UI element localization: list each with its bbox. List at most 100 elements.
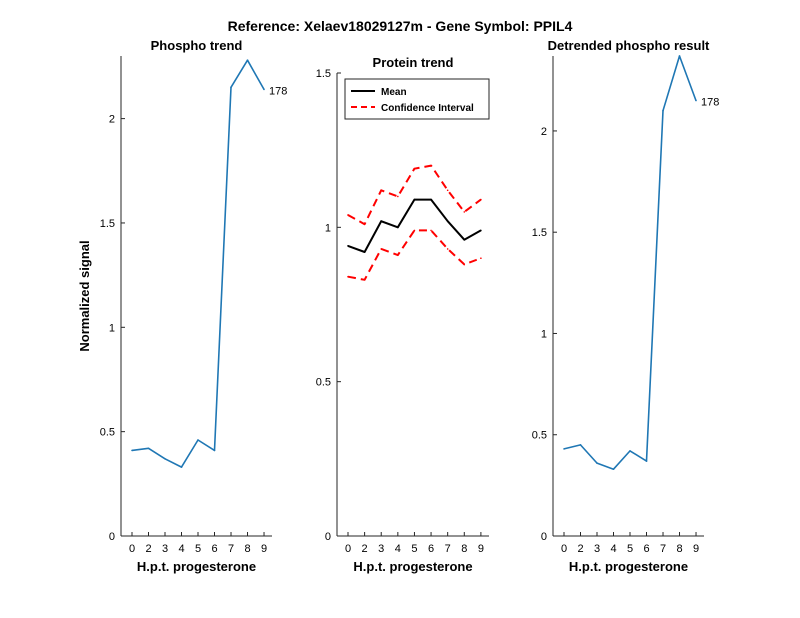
x-tick-label: 0 bbox=[129, 543, 135, 555]
legend-label: Confidence Interval bbox=[381, 103, 474, 114]
x-tick-label: 9 bbox=[693, 543, 699, 555]
x-tick-label: 6 bbox=[643, 543, 649, 555]
data-point bbox=[612, 468, 615, 470]
x-tick-label: 3 bbox=[162, 543, 168, 555]
panel-title: Protein trend bbox=[373, 55, 454, 70]
y-tick-label: 2 bbox=[541, 126, 547, 138]
y-tick-label: 1.5 bbox=[100, 218, 115, 230]
data-point bbox=[363, 251, 366, 253]
end-data-label: 178 bbox=[269, 85, 287, 97]
data-point bbox=[480, 229, 482, 232]
y-tick-label: 0.5 bbox=[532, 430, 547, 442]
data-point bbox=[347, 214, 349, 216]
x-tick-label: 7 bbox=[445, 543, 451, 555]
x-tick-label: 2 bbox=[145, 543, 151, 555]
data-point bbox=[397, 254, 399, 256]
series-line-1 bbox=[131, 59, 265, 468]
data-point bbox=[446, 220, 449, 222]
data-point bbox=[563, 448, 565, 450]
data-point bbox=[596, 462, 598, 464]
x-axis-label: H.p.t. progesterone bbox=[353, 559, 472, 574]
x-tick-label: 6 bbox=[211, 543, 217, 555]
data-point bbox=[463, 211, 466, 213]
data-point bbox=[480, 257, 482, 260]
data-point bbox=[230, 86, 232, 89]
data-point bbox=[629, 450, 631, 452]
series-line-3 bbox=[347, 229, 482, 281]
data-point bbox=[645, 460, 648, 462]
y-axis-label: Normalized signal bbox=[77, 240, 92, 351]
data-point bbox=[430, 198, 432, 201]
data-point bbox=[347, 275, 349, 278]
data-point bbox=[147, 447, 150, 450]
y-tick-label: 0.5 bbox=[100, 427, 115, 439]
x-axis-label: H.p.t. progesterone bbox=[569, 559, 688, 574]
data-point bbox=[662, 109, 664, 112]
x-tick-label: 4 bbox=[610, 543, 616, 555]
legend-box bbox=[344, 78, 490, 120]
x-tick-label: 0 bbox=[345, 543, 351, 555]
y-tick-label: 0.5 bbox=[316, 377, 331, 389]
x-tick-label: 5 bbox=[195, 543, 201, 555]
legend-label: Mean bbox=[381, 87, 407, 98]
x-tick-label: 0 bbox=[561, 543, 567, 555]
x-tick-label: 6 bbox=[428, 543, 434, 555]
data-point bbox=[480, 198, 482, 201]
x-tick-label: 4 bbox=[395, 543, 401, 555]
data-point bbox=[363, 223, 366, 226]
data-point bbox=[246, 59, 249, 61]
x-tick-label: 2 bbox=[577, 543, 583, 555]
y-tick-label: 1 bbox=[109, 322, 115, 334]
data-point bbox=[463, 238, 466, 241]
x-tick-label: 7 bbox=[660, 543, 666, 555]
data-point bbox=[263, 88, 265, 91]
x-tick-label: 9 bbox=[261, 543, 267, 555]
data-point bbox=[463, 263, 466, 266]
y-tick-label: 0 bbox=[541, 531, 547, 543]
y-tick-label: 2 bbox=[109, 114, 115, 126]
data-point bbox=[430, 164, 432, 167]
data-point bbox=[380, 189, 383, 192]
data-point bbox=[695, 99, 697, 102]
data-point bbox=[213, 449, 216, 452]
data-point bbox=[446, 248, 449, 250]
data-point bbox=[397, 195, 399, 198]
y-tick-label: 1.5 bbox=[316, 68, 331, 80]
data-point bbox=[397, 226, 399, 229]
data-point bbox=[180, 466, 183, 468]
y-tick-label: 1 bbox=[541, 328, 547, 340]
data-point bbox=[164, 457, 166, 460]
x-tick-label: 5 bbox=[411, 543, 417, 555]
data-point bbox=[380, 248, 383, 250]
panel-title: Phospho trend bbox=[151, 38, 243, 53]
x-tick-label: 3 bbox=[378, 543, 384, 555]
data-point bbox=[131, 449, 133, 452]
series-line-2 bbox=[347, 164, 482, 226]
data-point bbox=[363, 279, 366, 281]
series-line-1 bbox=[563, 55, 697, 471]
x-tick-label: 2 bbox=[362, 543, 368, 555]
legend: Mean Confidence Interval bbox=[344, 78, 490, 120]
y-tick-label: 0 bbox=[109, 531, 115, 543]
x-tick-label: 3 bbox=[594, 543, 600, 555]
data-point bbox=[579, 444, 582, 446]
data-point bbox=[347, 245, 349, 247]
x-axis-label: H.p.t. progesterone bbox=[137, 559, 256, 574]
x-tick-label: 5 bbox=[627, 543, 633, 555]
data-point bbox=[446, 189, 449, 192]
y-tick-label: 1.5 bbox=[532, 227, 547, 239]
x-tick-label: 9 bbox=[478, 543, 484, 555]
x-tick-label: 8 bbox=[244, 543, 250, 555]
data-point bbox=[413, 167, 416, 170]
data-point bbox=[430, 229, 432, 232]
data-point bbox=[413, 198, 416, 201]
x-tick-label: 8 bbox=[676, 543, 682, 555]
y-tick-label: 0 bbox=[325, 531, 331, 543]
figure-title: Reference: Xelaev18029127m - Gene Symbol… bbox=[228, 18, 573, 34]
data-point bbox=[678, 55, 681, 57]
